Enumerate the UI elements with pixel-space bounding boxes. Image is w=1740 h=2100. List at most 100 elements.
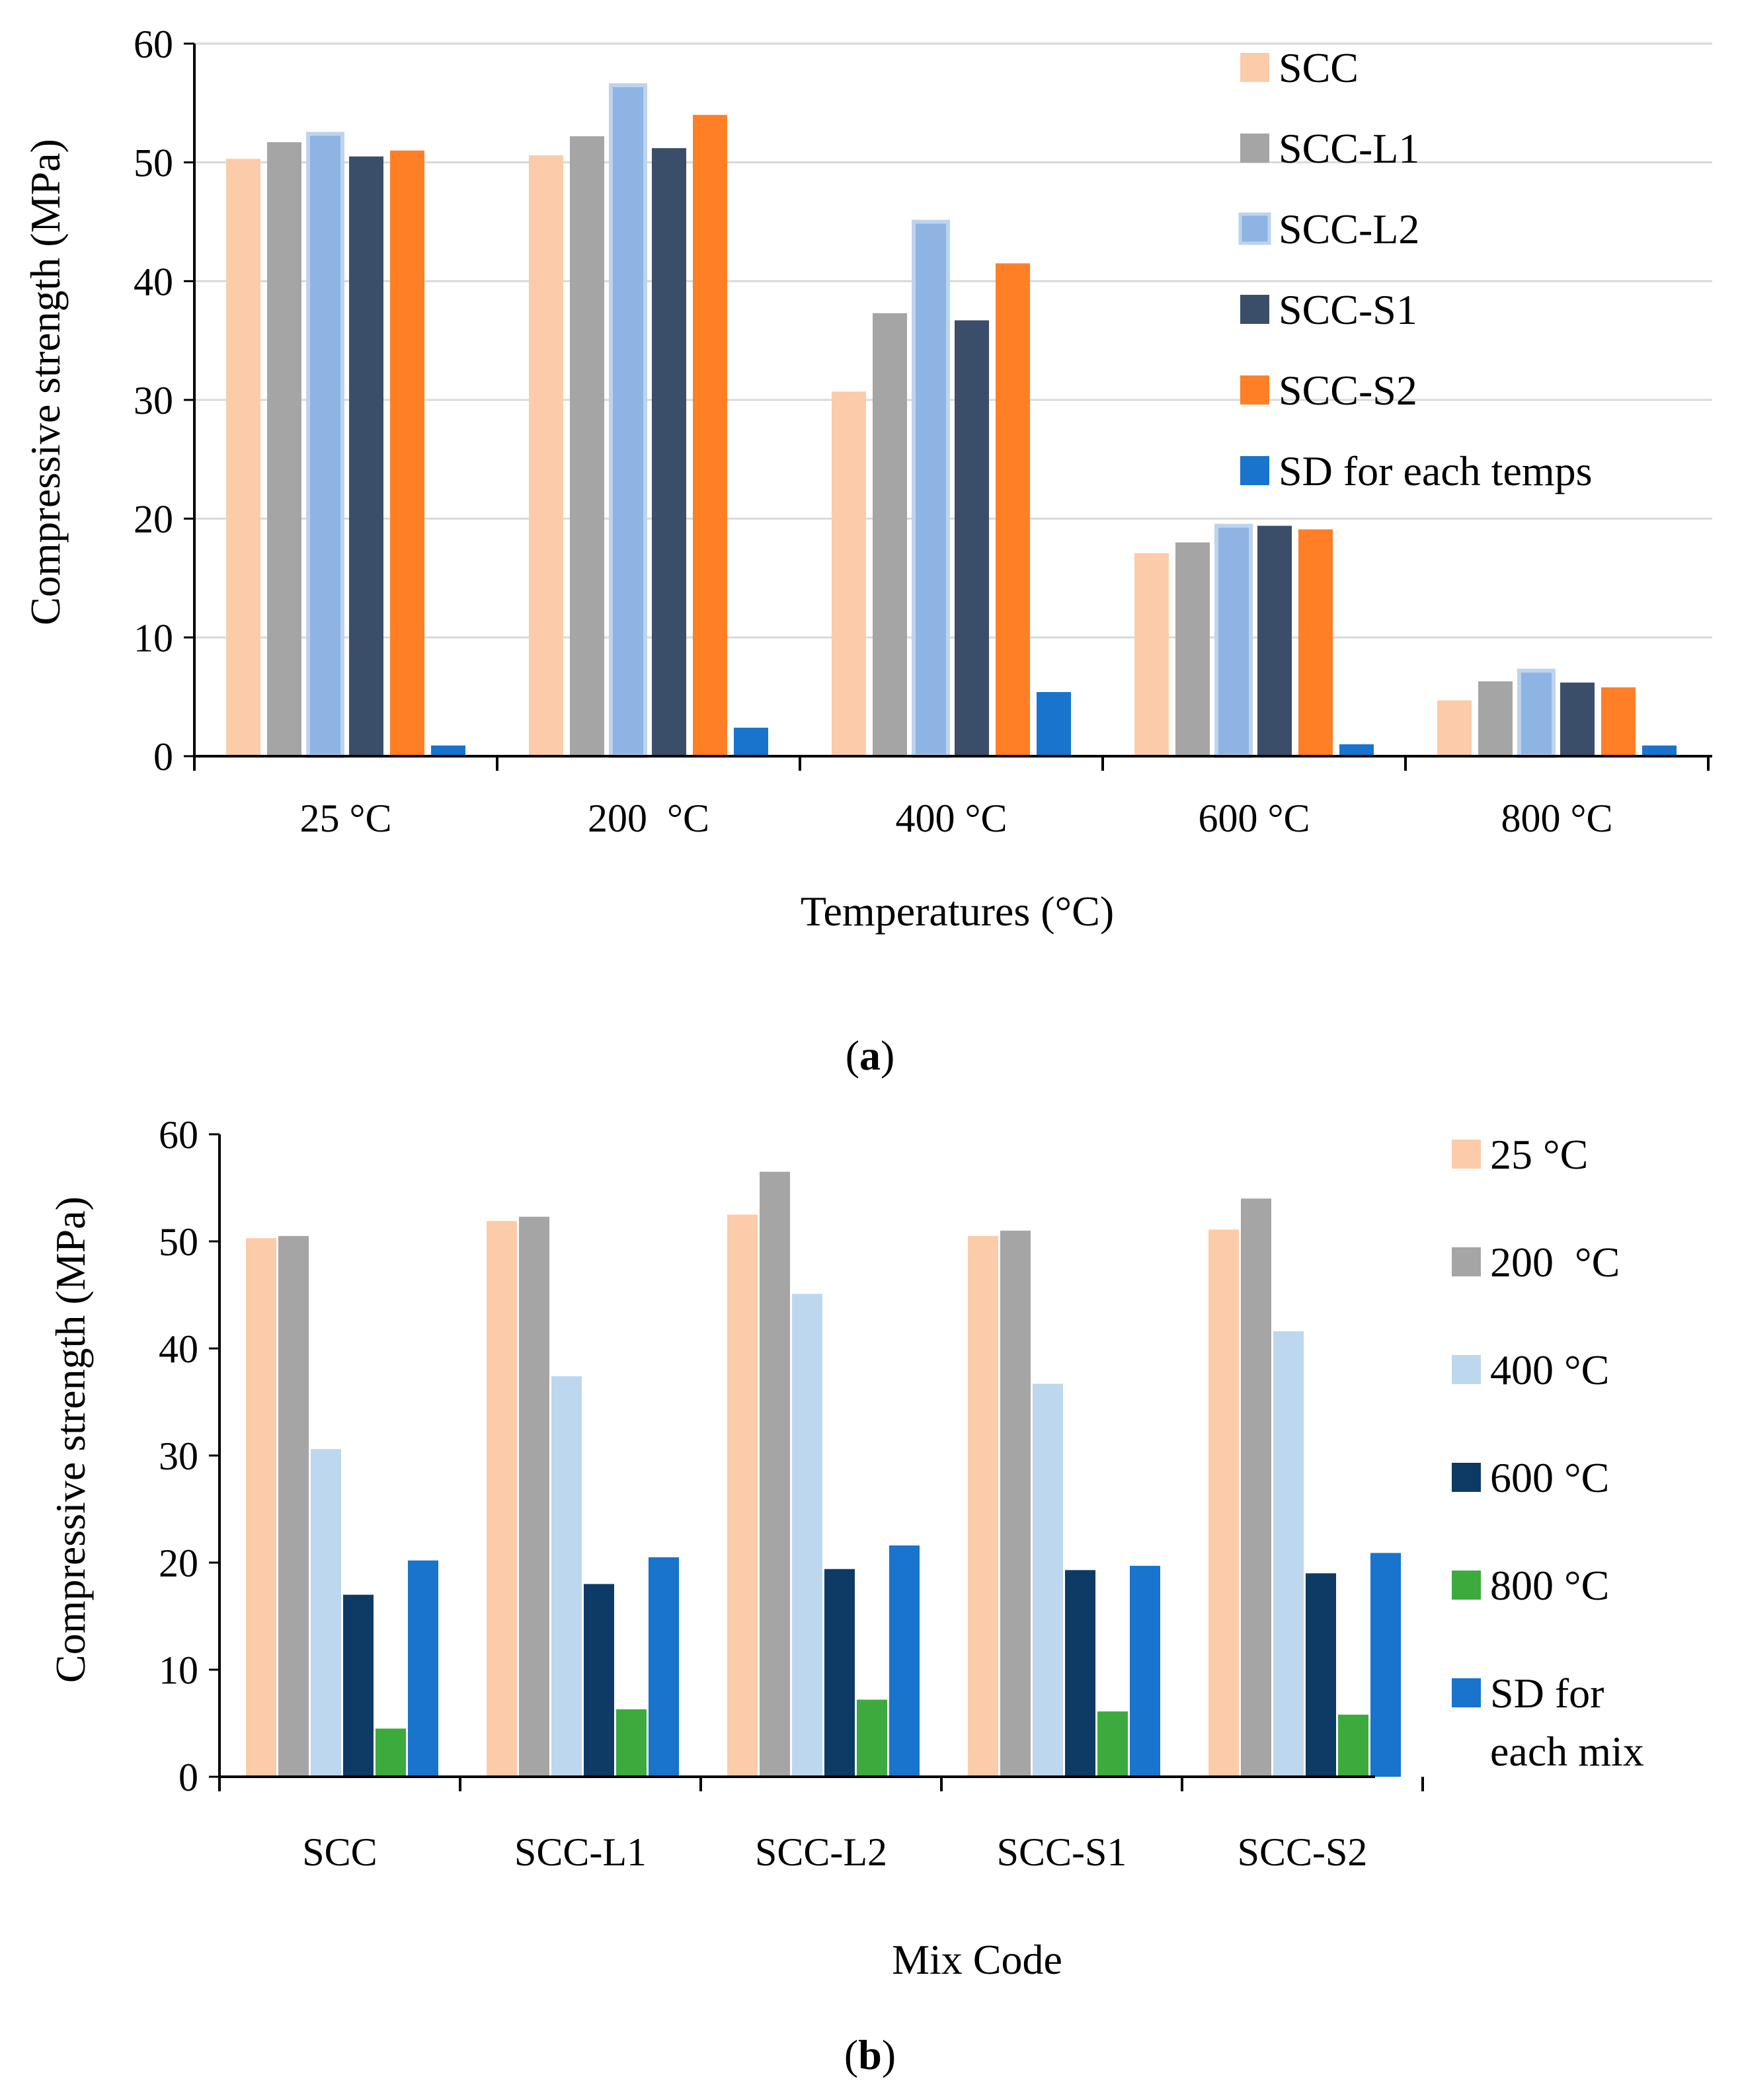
a-x-tick-label-400-c: 400 °C xyxy=(895,797,1007,840)
b-bar-200-c-scc-l2 xyxy=(760,1171,790,1777)
b-bars xyxy=(246,1171,1401,1777)
b-bar-800-c-scc-l2 xyxy=(857,1699,887,1777)
b-bar-800-c-scc-s2 xyxy=(1338,1715,1368,1777)
b-legend-label-800-c: 800 °C xyxy=(1490,1562,1609,1609)
a-bar-scc-s1-200-c xyxy=(652,148,686,756)
b-x-tick-label-scc-l1: SCC-L1 xyxy=(514,1830,647,1874)
a-bar-scc-l1-200-c xyxy=(570,136,604,756)
a-bar-scc-400-c xyxy=(832,391,866,756)
chart-a: 0 10 20 30 40 50 60 25 °C 200 °C 400 °C 600 °C 800… xyxy=(22,22,1712,1079)
a-bar-scc-25-c xyxy=(226,159,260,756)
a-x-tick-labels: 25 °C 200 °C 400 °C 600 °C 800 °C xyxy=(299,797,1612,840)
b-x-axis-title: Mix Code xyxy=(892,1936,1062,1983)
a-bar-scc-s1-600-c xyxy=(1257,525,1292,756)
a-bar-scc-l1-600-c xyxy=(1175,542,1210,756)
b-y-axis-title: Compressive strength (MPa) xyxy=(47,1196,94,1683)
b-legend-swatch-200-c xyxy=(1452,1247,1481,1276)
b-x-tick-label-scc-s2: SCC-S2 xyxy=(1238,1830,1368,1874)
a-bar-scc-l1-400-c xyxy=(873,313,907,756)
a-x-tick-label-200-c: 200 °C xyxy=(588,797,709,840)
b-bar-600-c-scc-s2 xyxy=(1306,1573,1336,1777)
a-bar-scc-600-c xyxy=(1134,553,1169,756)
b-legend-label-400-c: 400 °C xyxy=(1490,1346,1609,1393)
b-bar-600-c-scc-l1 xyxy=(584,1584,614,1777)
a-y-tick-label-50: 50 xyxy=(134,141,173,185)
a-x-tick-label-25-c: 25 °C xyxy=(299,797,391,840)
b-bar-sd-for-each-mix-scc-l2 xyxy=(889,1545,920,1777)
b-bar-800-c-scc xyxy=(376,1729,406,1777)
b-x-tick-label-scc: SCC xyxy=(302,1830,377,1874)
b-bar-200-c-scc-l1 xyxy=(519,1216,549,1777)
a-legend-swatch-scc xyxy=(1240,53,1269,82)
a-y-tick-label-20: 20 xyxy=(134,498,173,541)
b-x-tick-labels: SCC SCC-L1 SCC-L2 SCC-S1 SCC-S2 xyxy=(302,1830,1367,1874)
a-bar-scc-l2-600-c xyxy=(1214,524,1253,758)
a-bar-scc-200-c xyxy=(529,155,563,757)
b-x-tick-label-scc-s1: SCC-S1 xyxy=(997,1830,1127,1874)
a-bar-scc-s1-25-c xyxy=(349,156,383,756)
b-bar-400-c-scc-l1 xyxy=(551,1376,582,1777)
b-axes xyxy=(209,1133,1424,1791)
a-x-tick-label-800-c: 800 °C xyxy=(1501,797,1612,840)
b-x-tick-label-scc-l2: SCC-L2 xyxy=(755,1830,887,1874)
b-panel-label: (b) xyxy=(844,2031,896,2078)
b-bar-sd-for-each-mix-scc-s2 xyxy=(1370,1553,1401,1777)
a-bar-sd-for-each-temps-25-c xyxy=(431,745,465,756)
a-bars xyxy=(226,83,1677,759)
b-bar-800-c-scc-l1 xyxy=(616,1709,647,1777)
a-y-tick-label-10: 10 xyxy=(134,616,173,660)
a-bar-scc-l2-25-c xyxy=(306,132,344,758)
b-bar-25-c-scc-s1 xyxy=(968,1235,998,1777)
a-bar-scc-s2-200-c xyxy=(693,114,727,757)
a-bar-scc-l2-400-c xyxy=(912,219,950,758)
a-bar-scc-s2-800-c xyxy=(1601,687,1636,756)
b-bar-800-c-scc-s1 xyxy=(1097,1711,1128,1777)
a-legend-swatch-scc-l1 xyxy=(1240,134,1269,163)
b-bar-400-c-scc xyxy=(311,1449,341,1777)
a-bar-sd-for-each-temps-600-c xyxy=(1339,744,1374,756)
chart-b: 0 10 20 30 40 50 60 SCC SCC-L1 SCC-L2 SCC-S1 SCC-S… xyxy=(47,1113,1644,2078)
a-bar-scc-800-c xyxy=(1437,700,1472,756)
a-gridlines xyxy=(194,42,1712,639)
b-y-tick-label-20: 20 xyxy=(159,1541,198,1585)
b-bar-200-c-scc xyxy=(278,1235,309,1777)
a-bar-scc-s2-25-c xyxy=(390,150,424,756)
b-y-tick-label-40: 40 xyxy=(159,1327,198,1371)
b-bar-sd-for-each-mix-scc-l1 xyxy=(649,1557,679,1777)
b-bar-400-c-scc-l2 xyxy=(792,1294,822,1777)
b-legend-swatch-25-c xyxy=(1452,1140,1481,1169)
b-bar-25-c-scc-l2 xyxy=(727,1214,758,1777)
a-bar-sd-for-each-temps-200-c xyxy=(734,727,768,756)
a-legend: SCC SCC-L1 SCC-L2 SCC-S1 SCC-S2 SD for each t… xyxy=(1238,44,1593,494)
a-bar-sd-for-each-temps-400-c xyxy=(1037,691,1071,756)
a-x-tick-label-600-c: 600 °C xyxy=(1198,797,1310,840)
a-legend-label-scc-l2: SCC-L2 xyxy=(1279,206,1419,253)
b-bar-600-c-scc xyxy=(343,1594,374,1777)
b-bar-25-c-scc xyxy=(246,1238,276,1777)
b-legend-swatch-400-c xyxy=(1452,1355,1481,1384)
b-y-tick-label-0: 0 xyxy=(178,1756,198,1799)
a-y-tick-labels: 0 10 20 30 40 50 60 xyxy=(134,22,173,779)
b-legend: 25 °C 200 °C 400 °C 600 °C 800 °C SD for each … xyxy=(1452,1131,1644,1775)
a-bar-scc-l1-25-c xyxy=(267,142,301,756)
a-x-axis-title: Temperatures (°C) xyxy=(801,888,1114,935)
a-legend-swatch-scc-s1 xyxy=(1240,295,1269,324)
b-legend-label-200-c: 200 °C xyxy=(1490,1239,1620,1286)
b-bar-200-c-scc-s1 xyxy=(1000,1230,1031,1777)
a-y-tick-label-60: 60 xyxy=(134,22,173,66)
a-bar-scc-l1-800-c xyxy=(1478,681,1513,756)
b-bar-25-c-scc-l1 xyxy=(487,1221,517,1777)
b-bar-600-c-scc-s1 xyxy=(1065,1570,1095,1777)
b-legend-label-600-c: 600 °C xyxy=(1490,1454,1609,1501)
a-bar-sd-for-each-temps-800-c xyxy=(1642,745,1677,756)
a-axes xyxy=(184,42,1712,771)
a-bar-scc-s1-800-c xyxy=(1560,682,1595,756)
b-y-tick-label-60: 60 xyxy=(159,1113,198,1157)
a-legend-label-scc-l1: SCC-L1 xyxy=(1279,125,1419,172)
b-bar-sd-for-each-mix-scc-s1 xyxy=(1130,1565,1160,1777)
a-y-tick-label-0: 0 xyxy=(153,735,173,779)
b-bar-400-c-scc-s2 xyxy=(1273,1331,1304,1777)
a-bar-scc-l2-200-c xyxy=(609,83,647,758)
a-y-tick-label-40: 40 xyxy=(134,260,173,303)
